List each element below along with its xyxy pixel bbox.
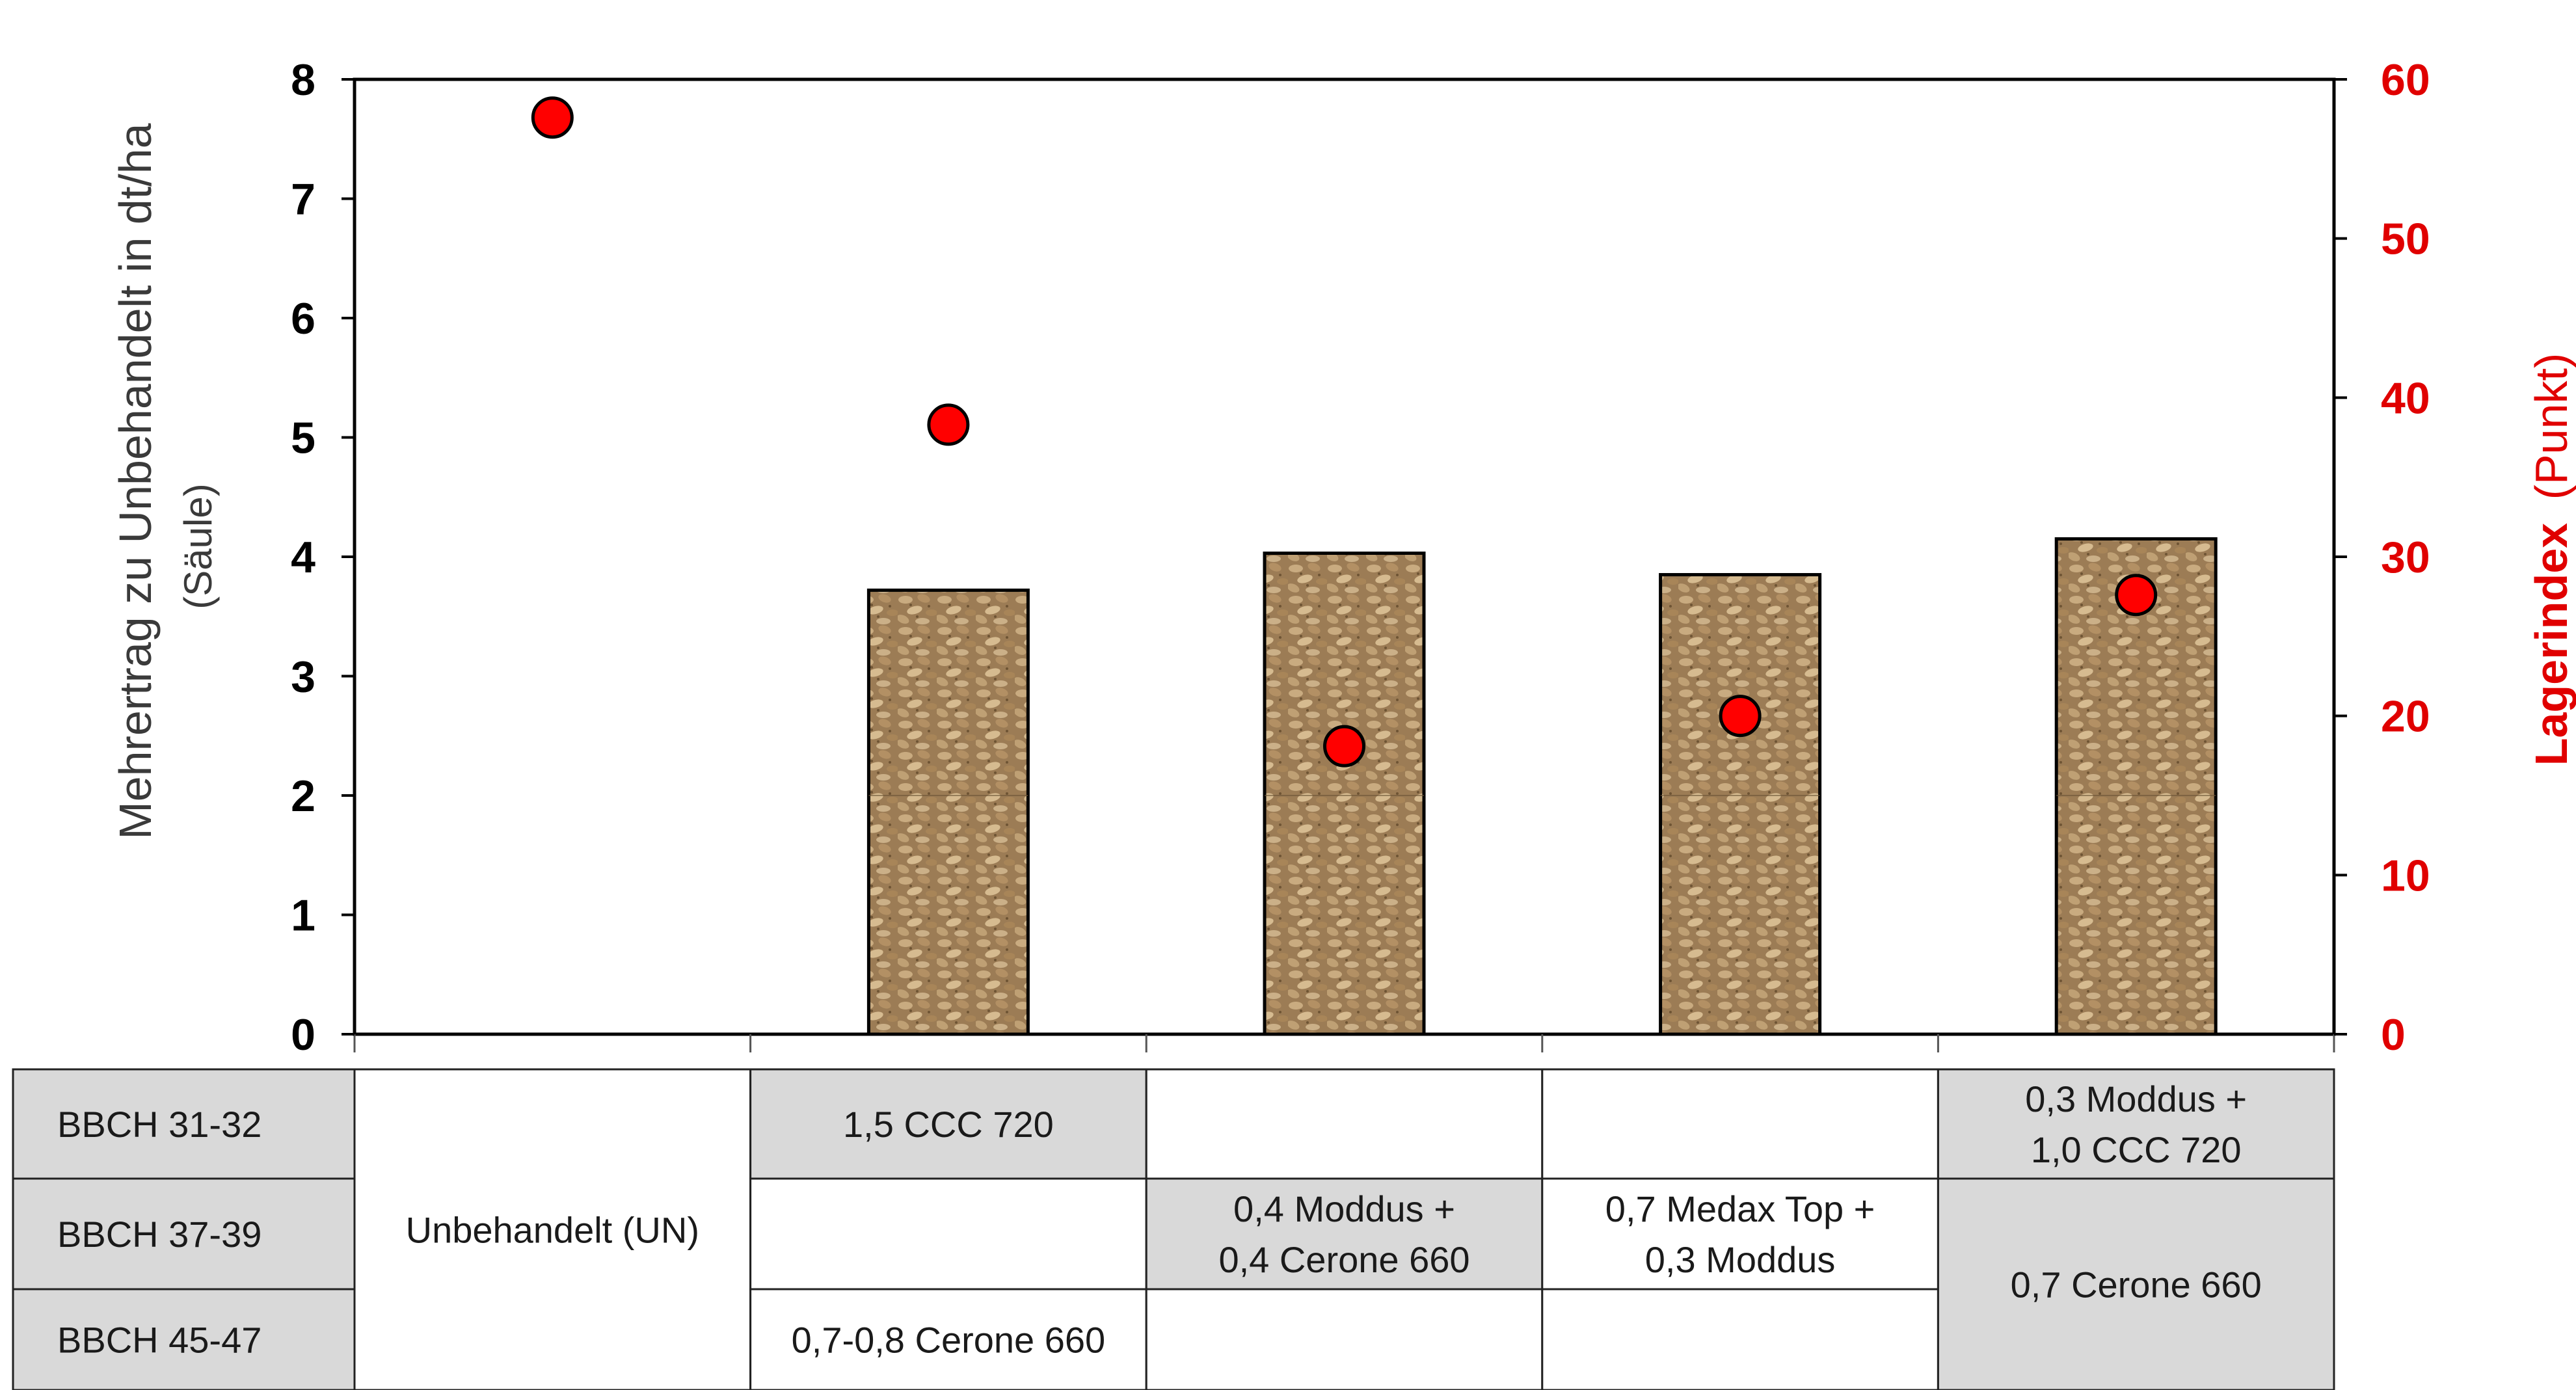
y-tick-label: 1	[291, 891, 315, 941]
right-axis-ticks: 0 10 20 30 40 50 60	[2334, 55, 2430, 1060]
y2-tick-label: 10	[2381, 851, 2430, 900]
table-cell-text: 0,4 Moddus +	[1233, 1188, 1455, 1229]
y-tick-label: 2	[291, 771, 315, 821]
y-tick-label: 3	[291, 652, 315, 702]
table-cell	[353, 1068, 752, 1390]
table-cell-text: 0,3 Moddus	[1645, 1239, 1836, 1280]
lagerindex-point	[1323, 725, 1365, 768]
y2-tick-label: 40	[2381, 373, 2430, 423]
y2-tick-label: 50	[2381, 215, 2430, 264]
bar	[1263, 551, 1426, 1036]
lagerindex-point	[1719, 695, 1762, 738]
y-axis-label-sub: (Säule)	[176, 483, 220, 609]
y-tick-label: 0	[291, 1010, 315, 1060]
lagerindex-point	[927, 403, 970, 446]
table-cell	[1145, 1068, 1544, 1180]
y2-tick-label: 0	[2381, 1010, 2406, 1060]
table-row-label: BBCH 37-39	[57, 1214, 262, 1255]
table-cell	[1937, 1068, 2335, 1180]
table-cell-text: 1,5 CCC 720	[843, 1104, 1054, 1145]
treatment-table: BBCH 31-32 BBCH 37-39 BBCH 45-47 Unbehandel…	[12, 1068, 2335, 1390]
table-cell-text: 0,7-0,8 Cerone 660	[792, 1320, 1106, 1361]
y-tick-label: 4	[291, 533, 315, 582]
table-cell	[1541, 1288, 1939, 1390]
bars	[866, 537, 2218, 1036]
y-tick-label: 5	[291, 414, 315, 463]
y-axis-label-group: Mehrertrag zu Unbehandelt in dt/ha (Säul…	[110, 123, 220, 839]
table-cell	[749, 1288, 1147, 1390]
table-cell-text: 0,3 Moddus +	[2025, 1078, 2247, 1119]
y-axis-label: Mehrertrag zu Unbehandelt in dt/ha	[110, 123, 161, 839]
table-cell	[749, 1068, 1147, 1180]
table-cell	[1145, 1288, 1544, 1390]
y2-tick-label: 60	[2381, 55, 2430, 105]
y2-axis-label: Lagerindex (Punkt)	[2526, 353, 2576, 766]
bar	[866, 588, 1030, 1036]
y-tick-label: 6	[291, 294, 315, 343]
bar	[1659, 573, 1822, 1036]
lagerindex-point	[531, 96, 574, 139]
y-tick-label: 7	[291, 175, 315, 224]
bar	[2054, 537, 2218, 1036]
y-tick-label: 8	[291, 55, 315, 105]
table-row-header	[12, 1288, 356, 1390]
table-row-label: BBCH 45-47	[57, 1320, 262, 1361]
y2-axis-label-group: Lagerindex (Punkt)	[2526, 353, 2576, 766]
y2-tick-label: 20	[2381, 692, 2430, 742]
table-row-header	[12, 1177, 356, 1290]
table-cell-text: 1,0 CCC 720	[2031, 1129, 2242, 1170]
table-row-header	[12, 1068, 356, 1180]
table-cell	[1541, 1177, 1939, 1290]
table-cell	[1145, 1177, 1544, 1290]
y2-axis-label-sub: (Punkt)	[2526, 353, 2576, 500]
points	[531, 96, 2158, 768]
table-cell	[1937, 1177, 2335, 1390]
table-cell	[1541, 1068, 1939, 1180]
y2-tick-label: 30	[2381, 533, 2430, 582]
left-axis-ticks: 0 1 2 3 4 5 6 7 8	[291, 55, 355, 1060]
table-row-label: BBCH 31-32	[57, 1104, 262, 1145]
table-cell-text: 0,7 Cerone 660	[2011, 1264, 2262, 1305]
table-cell-text: 0,4 Cerone 660	[1218, 1239, 1469, 1280]
table-cell-text: Unbehandelt (UN)	[406, 1210, 699, 1251]
table-cell	[749, 1177, 1147, 1290]
table-cell-text: 0,7 Medax Top +	[1605, 1188, 1875, 1229]
lagerindex-point	[2115, 574, 2158, 617]
y2-axis-label-main: Lagerindex	[2526, 523, 2576, 766]
